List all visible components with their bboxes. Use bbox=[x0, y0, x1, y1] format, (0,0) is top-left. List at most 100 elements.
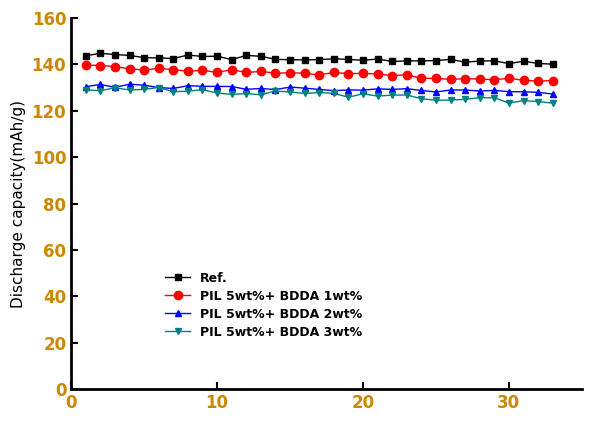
PIL 5wt%+ BDDA 1wt% bbox=[315, 72, 323, 77]
PIL 5wt%+ BDDA 2wt% bbox=[374, 86, 381, 91]
PIL 5wt%+ BDDA 1wt% bbox=[418, 76, 425, 81]
Ref. bbox=[97, 51, 104, 56]
PIL 5wt%+ BDDA 2wt% bbox=[432, 89, 439, 94]
PIL 5wt%+ BDDA 1wt% bbox=[286, 70, 294, 75]
PIL 5wt%+ BDDA 1wt% bbox=[243, 70, 250, 75]
PIL 5wt%+ BDDA 2wt% bbox=[447, 88, 454, 93]
Ref. bbox=[301, 58, 308, 63]
PIL 5wt%+ BDDA 2wt% bbox=[418, 88, 425, 93]
PIL 5wt%+ BDDA 3wt% bbox=[315, 90, 323, 95]
PIL 5wt%+ BDDA 3wt% bbox=[170, 89, 177, 94]
Ref. bbox=[374, 57, 381, 62]
Ref. bbox=[315, 57, 323, 62]
PIL 5wt%+ BDDA 1wt% bbox=[184, 69, 192, 74]
PIL 5wt%+ BDDA 3wt% bbox=[447, 97, 454, 102]
PIL 5wt%+ BDDA 1wt% bbox=[257, 69, 264, 74]
PIL 5wt%+ BDDA 1wt% bbox=[199, 68, 206, 73]
Ref. bbox=[155, 55, 162, 60]
PIL 5wt%+ BDDA 1wt% bbox=[403, 72, 410, 77]
PIL 5wt%+ BDDA 1wt% bbox=[549, 78, 556, 83]
Ref. bbox=[199, 54, 206, 59]
PIL 5wt%+ BDDA 3wt% bbox=[126, 88, 133, 93]
Legend: Ref., PIL 5wt%+ BDDA 1wt%, PIL 5wt%+ BDDA 2wt%, PIL 5wt%+ BDDA 3wt%: Ref., PIL 5wt%+ BDDA 1wt%, PIL 5wt%+ BDD… bbox=[159, 266, 369, 346]
PIL 5wt%+ BDDA 3wt% bbox=[388, 93, 396, 98]
Ref. bbox=[228, 57, 235, 62]
PIL 5wt%+ BDDA 1wt% bbox=[301, 71, 308, 76]
Ref. bbox=[126, 53, 133, 58]
Ref. bbox=[141, 55, 148, 60]
PIL 5wt%+ BDDA 1wt% bbox=[97, 63, 104, 68]
PIL 5wt%+ BDDA 1wt% bbox=[170, 67, 177, 72]
PIL 5wt%+ BDDA 2wt% bbox=[461, 88, 468, 93]
Ref. bbox=[170, 56, 177, 61]
PIL 5wt%+ BDDA 1wt% bbox=[432, 76, 439, 81]
Line: PIL 5wt%+ BDDA 1wt%: PIL 5wt%+ BDDA 1wt% bbox=[82, 61, 557, 85]
PIL 5wt%+ BDDA 3wt% bbox=[330, 91, 337, 96]
PIL 5wt%+ BDDA 1wt% bbox=[111, 64, 119, 69]
PIL 5wt%+ BDDA 2wt% bbox=[155, 85, 162, 90]
PIL 5wt%+ BDDA 1wt% bbox=[447, 77, 454, 82]
Y-axis label: Discharge capacity(mAh∕g): Discharge capacity(mAh∕g) bbox=[11, 99, 26, 308]
PIL 5wt%+ BDDA 2wt% bbox=[111, 85, 119, 90]
PIL 5wt%+ BDDA 2wt% bbox=[403, 86, 410, 91]
PIL 5wt%+ BDDA 1wt% bbox=[155, 66, 162, 71]
PIL 5wt%+ BDDA 1wt% bbox=[491, 77, 498, 82]
PIL 5wt%+ BDDA 1wt% bbox=[82, 63, 90, 68]
Ref. bbox=[213, 54, 221, 59]
PIL 5wt%+ BDDA 3wt% bbox=[243, 91, 250, 96]
PIL 5wt%+ BDDA 2wt% bbox=[243, 87, 250, 92]
PIL 5wt%+ BDDA 3wt% bbox=[213, 91, 221, 96]
Line: PIL 5wt%+ BDDA 3wt%: PIL 5wt%+ BDDA 3wt% bbox=[82, 84, 556, 107]
PIL 5wt%+ BDDA 3wt% bbox=[520, 98, 527, 103]
Ref. bbox=[447, 57, 454, 62]
PIL 5wt%+ BDDA 3wt% bbox=[432, 98, 439, 103]
Ref. bbox=[257, 54, 264, 59]
Ref. bbox=[491, 58, 498, 63]
PIL 5wt%+ BDDA 2wt% bbox=[184, 83, 192, 88]
PIL 5wt%+ BDDA 2wt% bbox=[549, 91, 556, 96]
PIL 5wt%+ BDDA 3wt% bbox=[491, 95, 498, 100]
PIL 5wt%+ BDDA 2wt% bbox=[505, 89, 512, 94]
Ref. bbox=[520, 59, 527, 64]
PIL 5wt%+ BDDA 2wt% bbox=[476, 88, 483, 93]
Ref. bbox=[432, 58, 439, 63]
PIL 5wt%+ BDDA 3wt% bbox=[549, 101, 556, 106]
Ref. bbox=[476, 58, 483, 63]
PIL 5wt%+ BDDA 2wt% bbox=[228, 84, 235, 89]
PIL 5wt%+ BDDA 2wt% bbox=[388, 87, 396, 92]
PIL 5wt%+ BDDA 3wt% bbox=[374, 93, 381, 99]
Ref. bbox=[243, 53, 250, 58]
PIL 5wt%+ BDDA 3wt% bbox=[111, 85, 119, 90]
Ref. bbox=[403, 58, 410, 63]
PIL 5wt%+ BDDA 1wt% bbox=[330, 70, 337, 75]
Ref. bbox=[534, 61, 541, 66]
PIL 5wt%+ BDDA 2wt% bbox=[126, 82, 133, 87]
PIL 5wt%+ BDDA 1wt% bbox=[505, 76, 512, 81]
PIL 5wt%+ BDDA 1wt% bbox=[141, 68, 148, 73]
Ref. bbox=[111, 52, 119, 57]
Ref. bbox=[286, 57, 294, 62]
PIL 5wt%+ BDDA 3wt% bbox=[403, 93, 410, 98]
Line: PIL 5wt%+ BDDA 2wt%: PIL 5wt%+ BDDA 2wt% bbox=[82, 81, 556, 98]
PIL 5wt%+ BDDA 3wt% bbox=[476, 95, 483, 100]
PIL 5wt%+ BDDA 3wt% bbox=[418, 96, 425, 101]
Ref. bbox=[82, 53, 90, 58]
Ref. bbox=[359, 58, 366, 63]
Ref. bbox=[388, 59, 396, 64]
PIL 5wt%+ BDDA 3wt% bbox=[534, 99, 541, 104]
PIL 5wt%+ BDDA 2wt% bbox=[213, 84, 221, 89]
Line: Ref.: Ref. bbox=[82, 50, 556, 68]
PIL 5wt%+ BDDA 1wt% bbox=[126, 66, 133, 71]
PIL 5wt%+ BDDA 2wt% bbox=[359, 88, 366, 93]
PIL 5wt%+ BDDA 2wt% bbox=[170, 86, 177, 91]
PIL 5wt%+ BDDA 1wt% bbox=[534, 79, 541, 84]
PIL 5wt%+ BDDA 3wt% bbox=[286, 90, 294, 95]
Ref. bbox=[345, 57, 352, 62]
Ref. bbox=[461, 60, 468, 65]
PIL 5wt%+ BDDA 3wt% bbox=[461, 97, 468, 102]
PIL 5wt%+ BDDA 2wt% bbox=[315, 87, 323, 92]
PIL 5wt%+ BDDA 2wt% bbox=[345, 88, 352, 93]
PIL 5wt%+ BDDA 3wt% bbox=[272, 88, 279, 93]
PIL 5wt%+ BDDA 3wt% bbox=[505, 101, 512, 106]
PIL 5wt%+ BDDA 3wt% bbox=[155, 85, 162, 90]
